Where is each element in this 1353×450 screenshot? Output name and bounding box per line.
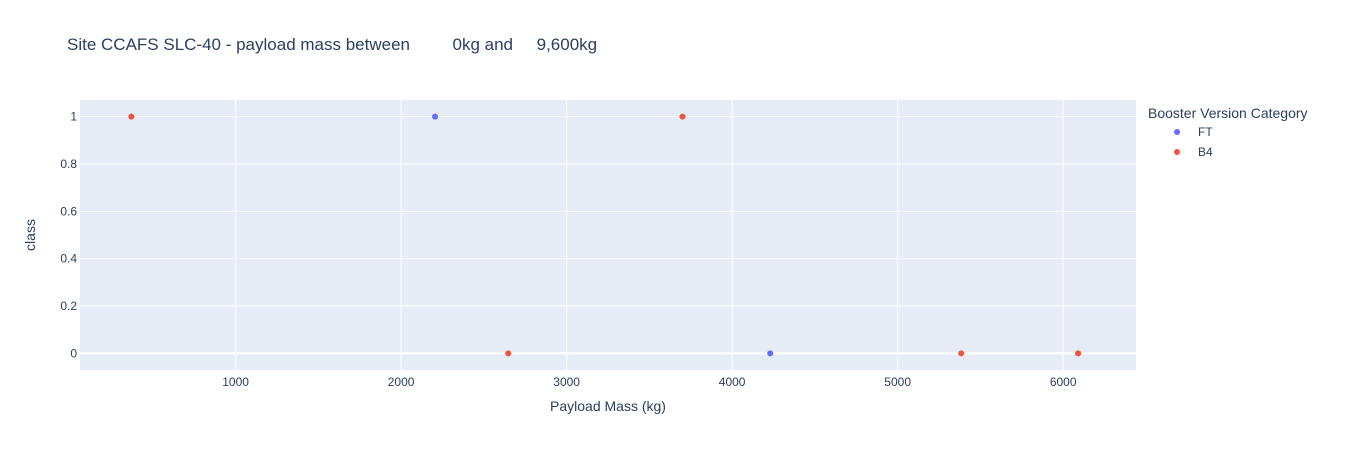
data-point-b4[interactable] xyxy=(128,113,135,120)
y-axis-title: class xyxy=(22,219,38,251)
data-point-b4[interactable] xyxy=(1075,350,1082,357)
x-axis-title: Payload Mass (kg) xyxy=(550,398,666,414)
x-tick-label: 6000 xyxy=(1050,375,1077,389)
y-tick-label: 0.2 xyxy=(60,299,77,313)
legend-item-b4[interactable]: B4 xyxy=(1174,145,1213,159)
data-point-ft[interactable] xyxy=(432,113,439,120)
x-tick-label: 5000 xyxy=(884,375,911,389)
data-point-ft[interactable] xyxy=(767,350,774,357)
y-tick-label: 0.8 xyxy=(60,157,77,171)
legend-items: FT B4 xyxy=(1174,125,1213,159)
x-tick-label: 4000 xyxy=(719,375,746,389)
legend-title: Booster Version Category xyxy=(1148,105,1308,121)
chart-title: Site CCAFS SLC-40 - payload mass between… xyxy=(67,35,597,54)
x-tick-label: 2000 xyxy=(388,375,415,389)
legend-item-ft[interactable]: FT xyxy=(1174,125,1213,139)
y-tick-label: 0.6 xyxy=(60,204,77,218)
data-point-b4[interactable] xyxy=(958,350,965,357)
legend: Booster Version Category FT B4 xyxy=(1148,105,1308,159)
x-axis-tick-labels: 1000 2000 3000 4000 5000 6000 xyxy=(222,375,1077,389)
data-point-b4[interactable] xyxy=(505,350,512,357)
data-points xyxy=(128,113,1082,357)
x-tick-label: 1000 xyxy=(222,375,249,389)
y-axis-tick-labels: 0 0.2 0.4 0.6 0.8 1 xyxy=(60,110,77,361)
legend-label: FT xyxy=(1198,125,1213,139)
x-tick-label: 3000 xyxy=(553,375,580,389)
data-point-b4[interactable] xyxy=(679,113,686,120)
grid-lines xyxy=(80,100,1136,370)
legend-marker xyxy=(1174,149,1180,155)
plot-area xyxy=(80,100,1136,370)
y-tick-label: 0 xyxy=(70,346,77,360)
y-tick-label: 1 xyxy=(70,110,77,124)
legend-marker xyxy=(1174,129,1180,135)
legend-label: B4 xyxy=(1198,145,1213,159)
y-tick-label: 0.4 xyxy=(60,252,77,266)
